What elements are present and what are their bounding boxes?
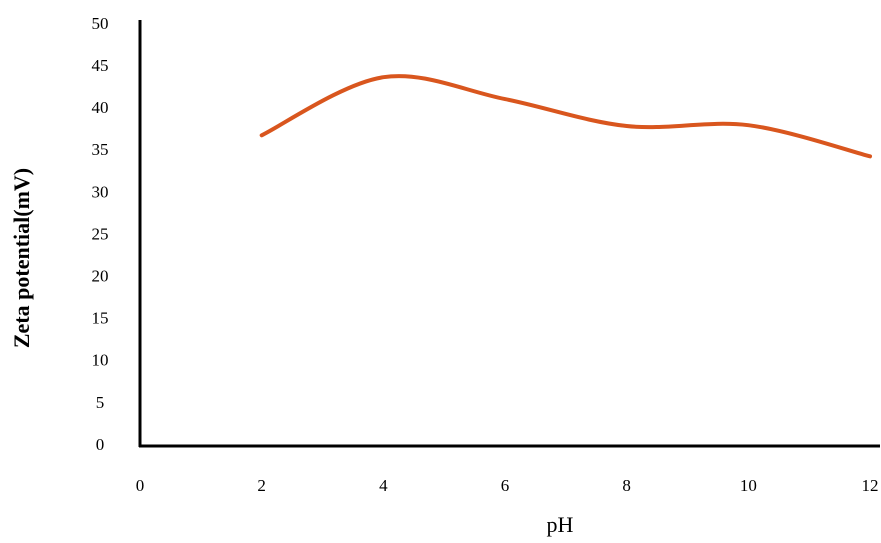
- y-tick-label: 25: [92, 224, 109, 243]
- x-tick-label: 8: [622, 476, 631, 495]
- y-tick-label: 35: [92, 140, 109, 159]
- data-line: [262, 76, 870, 156]
- y-tick-label: 20: [92, 267, 109, 286]
- x-tick-label: 4: [379, 476, 388, 495]
- y-tick-label: 15: [92, 309, 109, 328]
- y-tick-label: 45: [92, 56, 109, 75]
- y-tick-label: 10: [92, 351, 109, 370]
- y-tick-label: 0: [96, 435, 105, 454]
- chart: pH Zeta potential(mV) 051015202530354045…: [0, 0, 881, 543]
- y-tick-label: 30: [92, 182, 109, 201]
- x-tick-label: 6: [501, 476, 510, 495]
- y-axis-title: Zeta potential(mV): [9, 168, 34, 348]
- y-tick-label: 50: [92, 14, 109, 33]
- y-tick-label: 40: [92, 98, 109, 117]
- page: {"chart_data": {"type": "line", "smooth"…: [0, 0, 881, 543]
- x-tick-label: 12: [862, 476, 879, 495]
- x-tick-label: 10: [740, 476, 757, 495]
- y-tick-label: 5: [96, 393, 105, 412]
- x-tick-label: 0: [136, 476, 145, 495]
- x-tick-label: 2: [257, 476, 266, 495]
- x-axis-title: pH: [547, 512, 574, 537]
